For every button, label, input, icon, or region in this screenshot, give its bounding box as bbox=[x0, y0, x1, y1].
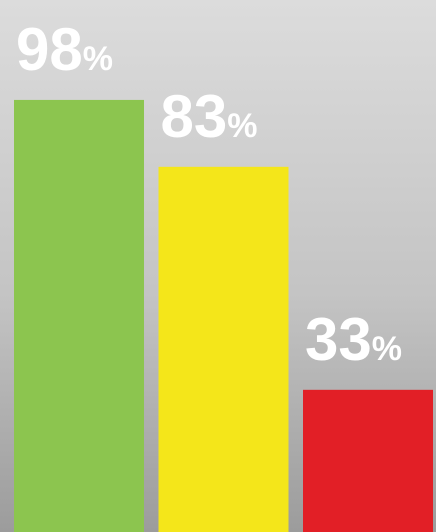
bar bbox=[14, 99, 144, 532]
value-label: 83% bbox=[161, 83, 258, 150]
value-label: 98% bbox=[16, 16, 113, 83]
bar bbox=[303, 389, 433, 532]
bar bbox=[158, 166, 289, 532]
value-label: 33% bbox=[305, 306, 402, 373]
